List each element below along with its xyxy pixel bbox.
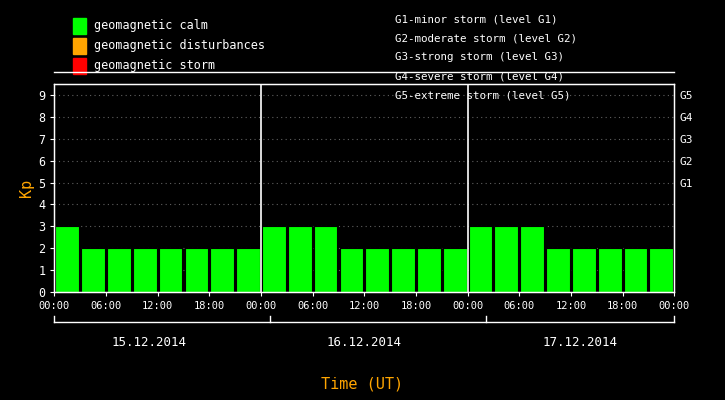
Text: 16.12.2014: 16.12.2014: [327, 336, 402, 348]
Bar: [262, 226, 286, 292]
Bar: [443, 248, 467, 292]
Bar: [546, 248, 570, 292]
Text: G5-extreme storm (level G5): G5-extreme storm (level G5): [395, 91, 571, 101]
Text: 15.12.2014: 15.12.2014: [111, 336, 186, 348]
Bar: [598, 248, 621, 292]
Text: geomagnetic calm: geomagnetic calm: [94, 20, 208, 32]
Y-axis label: Kp: Kp: [19, 179, 34, 197]
Bar: [521, 226, 544, 292]
Bar: [468, 226, 492, 292]
Bar: [81, 248, 105, 292]
Bar: [55, 226, 79, 292]
Bar: [133, 248, 157, 292]
Bar: [210, 248, 234, 292]
Bar: [650, 248, 674, 292]
Text: G1-minor storm (level G1): G1-minor storm (level G1): [395, 14, 558, 24]
Bar: [494, 226, 518, 292]
Bar: [624, 248, 647, 292]
Bar: [107, 248, 130, 292]
Text: G2-moderate storm (level G2): G2-moderate storm (level G2): [395, 33, 577, 43]
Bar: [339, 248, 363, 292]
Bar: [288, 226, 312, 292]
Bar: [314, 226, 337, 292]
Bar: [417, 248, 441, 292]
Bar: [365, 248, 389, 292]
Bar: [159, 248, 183, 292]
Bar: [392, 248, 415, 292]
Bar: [236, 248, 260, 292]
Text: geomagnetic storm: geomagnetic storm: [94, 60, 215, 72]
Text: geomagnetic disturbances: geomagnetic disturbances: [94, 40, 265, 52]
Bar: [185, 248, 208, 292]
Text: 17.12.2014: 17.12.2014: [542, 336, 618, 348]
Text: Time (UT): Time (UT): [321, 376, 404, 392]
Text: G3-strong storm (level G3): G3-strong storm (level G3): [395, 52, 564, 62]
Bar: [572, 248, 596, 292]
Text: G4-severe storm (level G4): G4-severe storm (level G4): [395, 72, 564, 82]
